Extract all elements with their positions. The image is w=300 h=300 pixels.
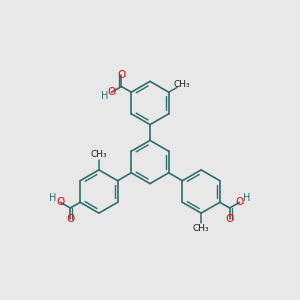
Text: H: H xyxy=(243,193,250,203)
Text: O: O xyxy=(66,214,74,224)
Text: O: O xyxy=(107,87,116,97)
Text: O: O xyxy=(236,197,244,207)
Text: O: O xyxy=(226,214,234,224)
Text: CH₃: CH₃ xyxy=(91,150,107,159)
Text: O: O xyxy=(56,197,64,207)
Text: CH₃: CH₃ xyxy=(193,224,209,232)
Text: H: H xyxy=(100,92,108,101)
Text: O: O xyxy=(117,70,125,80)
Text: CH₃: CH₃ xyxy=(173,80,190,89)
Text: H: H xyxy=(50,193,57,203)
